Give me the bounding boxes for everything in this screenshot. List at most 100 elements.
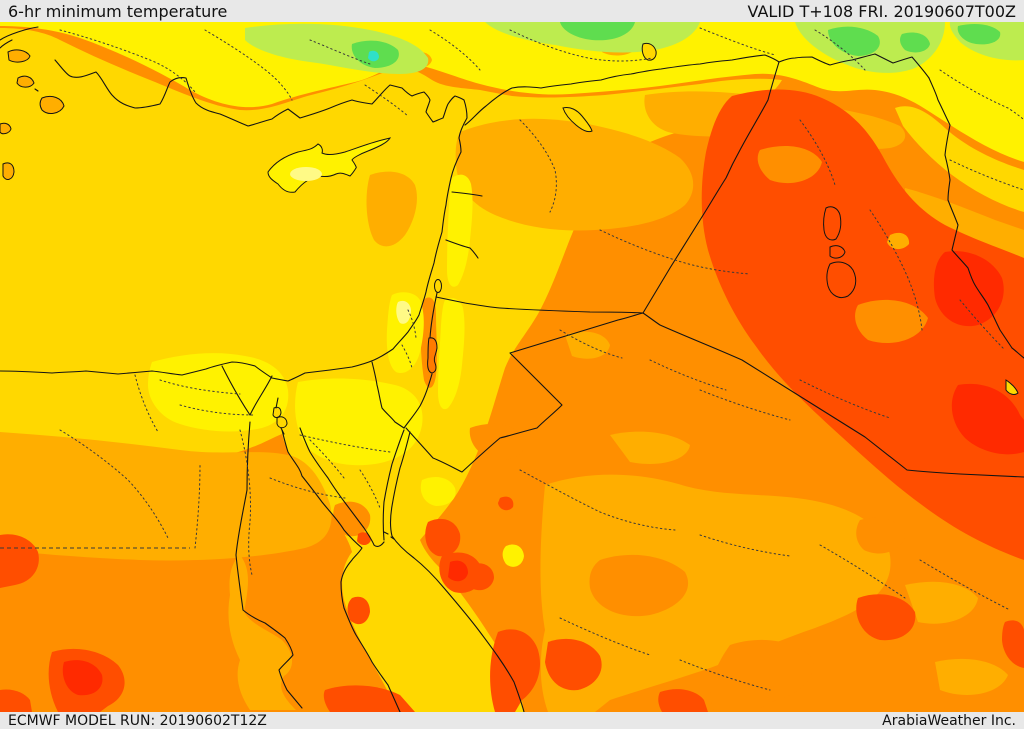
hot-region-layer-shape [856, 594, 916, 641]
saudi-red-sea-coast [389, 431, 525, 712]
admin-boundary-layer-shape [959, 299, 1006, 351]
gulf-of-aqaba-west-coast [382, 429, 405, 541]
admin-boundary-layer-shape [559, 329, 727, 391]
admin-boundary-layer-shape [401, 309, 417, 369]
hot-region-layer-shape [1002, 620, 1024, 668]
admin-boundary-layer-shape [699, 27, 776, 56]
admin-boundary-layer [0, 27, 1024, 691]
page-title: 6-hr minimum temperature [8, 1, 228, 21]
admin-boundary-layer-shape [509, 29, 653, 62]
green-layer-shape [828, 26, 880, 56]
green-layer-shape [957, 24, 1001, 45]
orange-accent-layer-shape [589, 554, 689, 617]
wadi-araba-border [403, 373, 433, 429]
syria-jordan-border [435, 296, 644, 314]
bitter-lake-1 [272, 406, 282, 418]
admin-boundary-layer-shape [204, 29, 293, 101]
amber-layer-shape [0, 432, 332, 561]
bitter-lake-2 [276, 416, 288, 429]
hot-region-layer-shape [357, 532, 371, 546]
hot-region-layer-shape [468, 563, 494, 591]
footer-bar: ECMWF MODEL RUN: 20190602T12Z ArabiaWeat… [0, 712, 1024, 729]
yellow-accent-layer-shape [438, 298, 465, 410]
island-layer [0, 49, 392, 193]
hot-region-layer-shape [0, 689, 32, 712]
admin-boundary-layer-shape [429, 29, 481, 71]
hot-region-layer-shape [887, 232, 910, 250]
yellow-accent-layer-shape [502, 544, 524, 567]
sinai-west-coast [299, 427, 385, 547]
yellow-north-layer [0, 22, 1024, 162]
admin-boundary-layer-shape [949, 159, 1024, 191]
aegean-island [7, 49, 31, 63]
yellow-accent-layer-shape [386, 292, 424, 374]
admin-boundary-layer-shape [519, 469, 1011, 611]
hot-region-layer-shape [490, 629, 541, 712]
hot-region-layer-shape [951, 383, 1024, 455]
orange-accent-layer-shape [856, 517, 905, 554]
green-layer [245, 22, 1024, 74]
orange-accent-layer-shape [469, 423, 526, 461]
amber-layer-shape [540, 474, 891, 712]
hot-region-layer-shape [545, 638, 602, 691]
forecast-map [0, 22, 1024, 712]
island-layer-shape [34, 88, 39, 92]
jordan-saudi-border [405, 312, 644, 473]
admin-boundary-layer-shape [159, 379, 256, 416]
yellow-north-layer-shape [0, 22, 1024, 162]
aegean-island [39, 95, 65, 114]
admin-boundary-layer-shape [699, 379, 891, 421]
gulf-of-suez-west-coast [281, 429, 401, 712]
hot-region-layer-shape [425, 518, 461, 557]
hot-region-layer-shape [323, 685, 415, 712]
water-layer [272, 42, 1019, 429]
amber-layer-shape [905, 188, 1024, 262]
coastline-layer [0, 26, 525, 712]
orange-accent-layer-shape [710, 639, 814, 712]
amber-layer-shape [905, 581, 978, 624]
hot-region-layer-shape [757, 146, 822, 184]
amber-layer-shape [366, 171, 417, 247]
yellow-accent-layer-shape [447, 174, 473, 287]
iraq-iran-border [928, 77, 1024, 359]
aegean-island [2, 162, 15, 180]
hot-region-layer-shape [933, 251, 1004, 327]
attribution-label: ArabiaWeather Inc. [882, 712, 1016, 729]
yellow-accent-layer [148, 174, 524, 567]
coldest-spot [368, 50, 379, 62]
suez-canal [275, 397, 285, 435]
mediterranean-coast [0, 59, 468, 382]
gold-layer-shape [895, 106, 1024, 212]
aegean-island [16, 75, 35, 88]
lake-tharthar [823, 206, 842, 241]
iraq-saudi-border [642, 312, 1024, 478]
turkey-syria-border [464, 54, 780, 126]
dead-sea [427, 337, 438, 374]
ataturk-lake [641, 42, 657, 61]
aegean-island [0, 122, 12, 135]
sea-of-galilee [434, 279, 442, 293]
valid-time-label: VALID T+108 FRI. 20190607T00Z [747, 1, 1016, 21]
admin-boundary-layer-shape [59, 29, 196, 93]
yellow-accent-layer-shape [420, 476, 456, 506]
hot-region-layer-shape [62, 660, 103, 696]
hot-region-layer-shape [448, 560, 468, 582]
lake-assad [562, 107, 593, 133]
model-run-label: ECMWF MODEL RUN: 20190602T12Z [8, 712, 267, 729]
lake-razzaza [826, 261, 857, 299]
temperature-map-svg [0, 22, 1024, 712]
egypt-israel-border [371, 361, 405, 429]
lake-habbaniyah [829, 245, 846, 259]
admin-boundary-layer-shape [559, 617, 771, 691]
hot-region-layer-shape [347, 596, 370, 625]
admin-boundary-layer-shape [309, 39, 371, 65]
header-bar: 6-hr minimum temperature VALID T+108 FRI… [0, 0, 1024, 22]
hot-region-layer-shape [855, 299, 928, 344]
border-layer [371, 53, 1024, 478]
cyprus-yellow-core [290, 167, 322, 181]
tiran-islands [383, 531, 395, 540]
yellow-accent-layer-shape [295, 378, 423, 466]
admin-boundary-layer-shape [599, 229, 751, 275]
green-layer-shape [560, 22, 635, 41]
